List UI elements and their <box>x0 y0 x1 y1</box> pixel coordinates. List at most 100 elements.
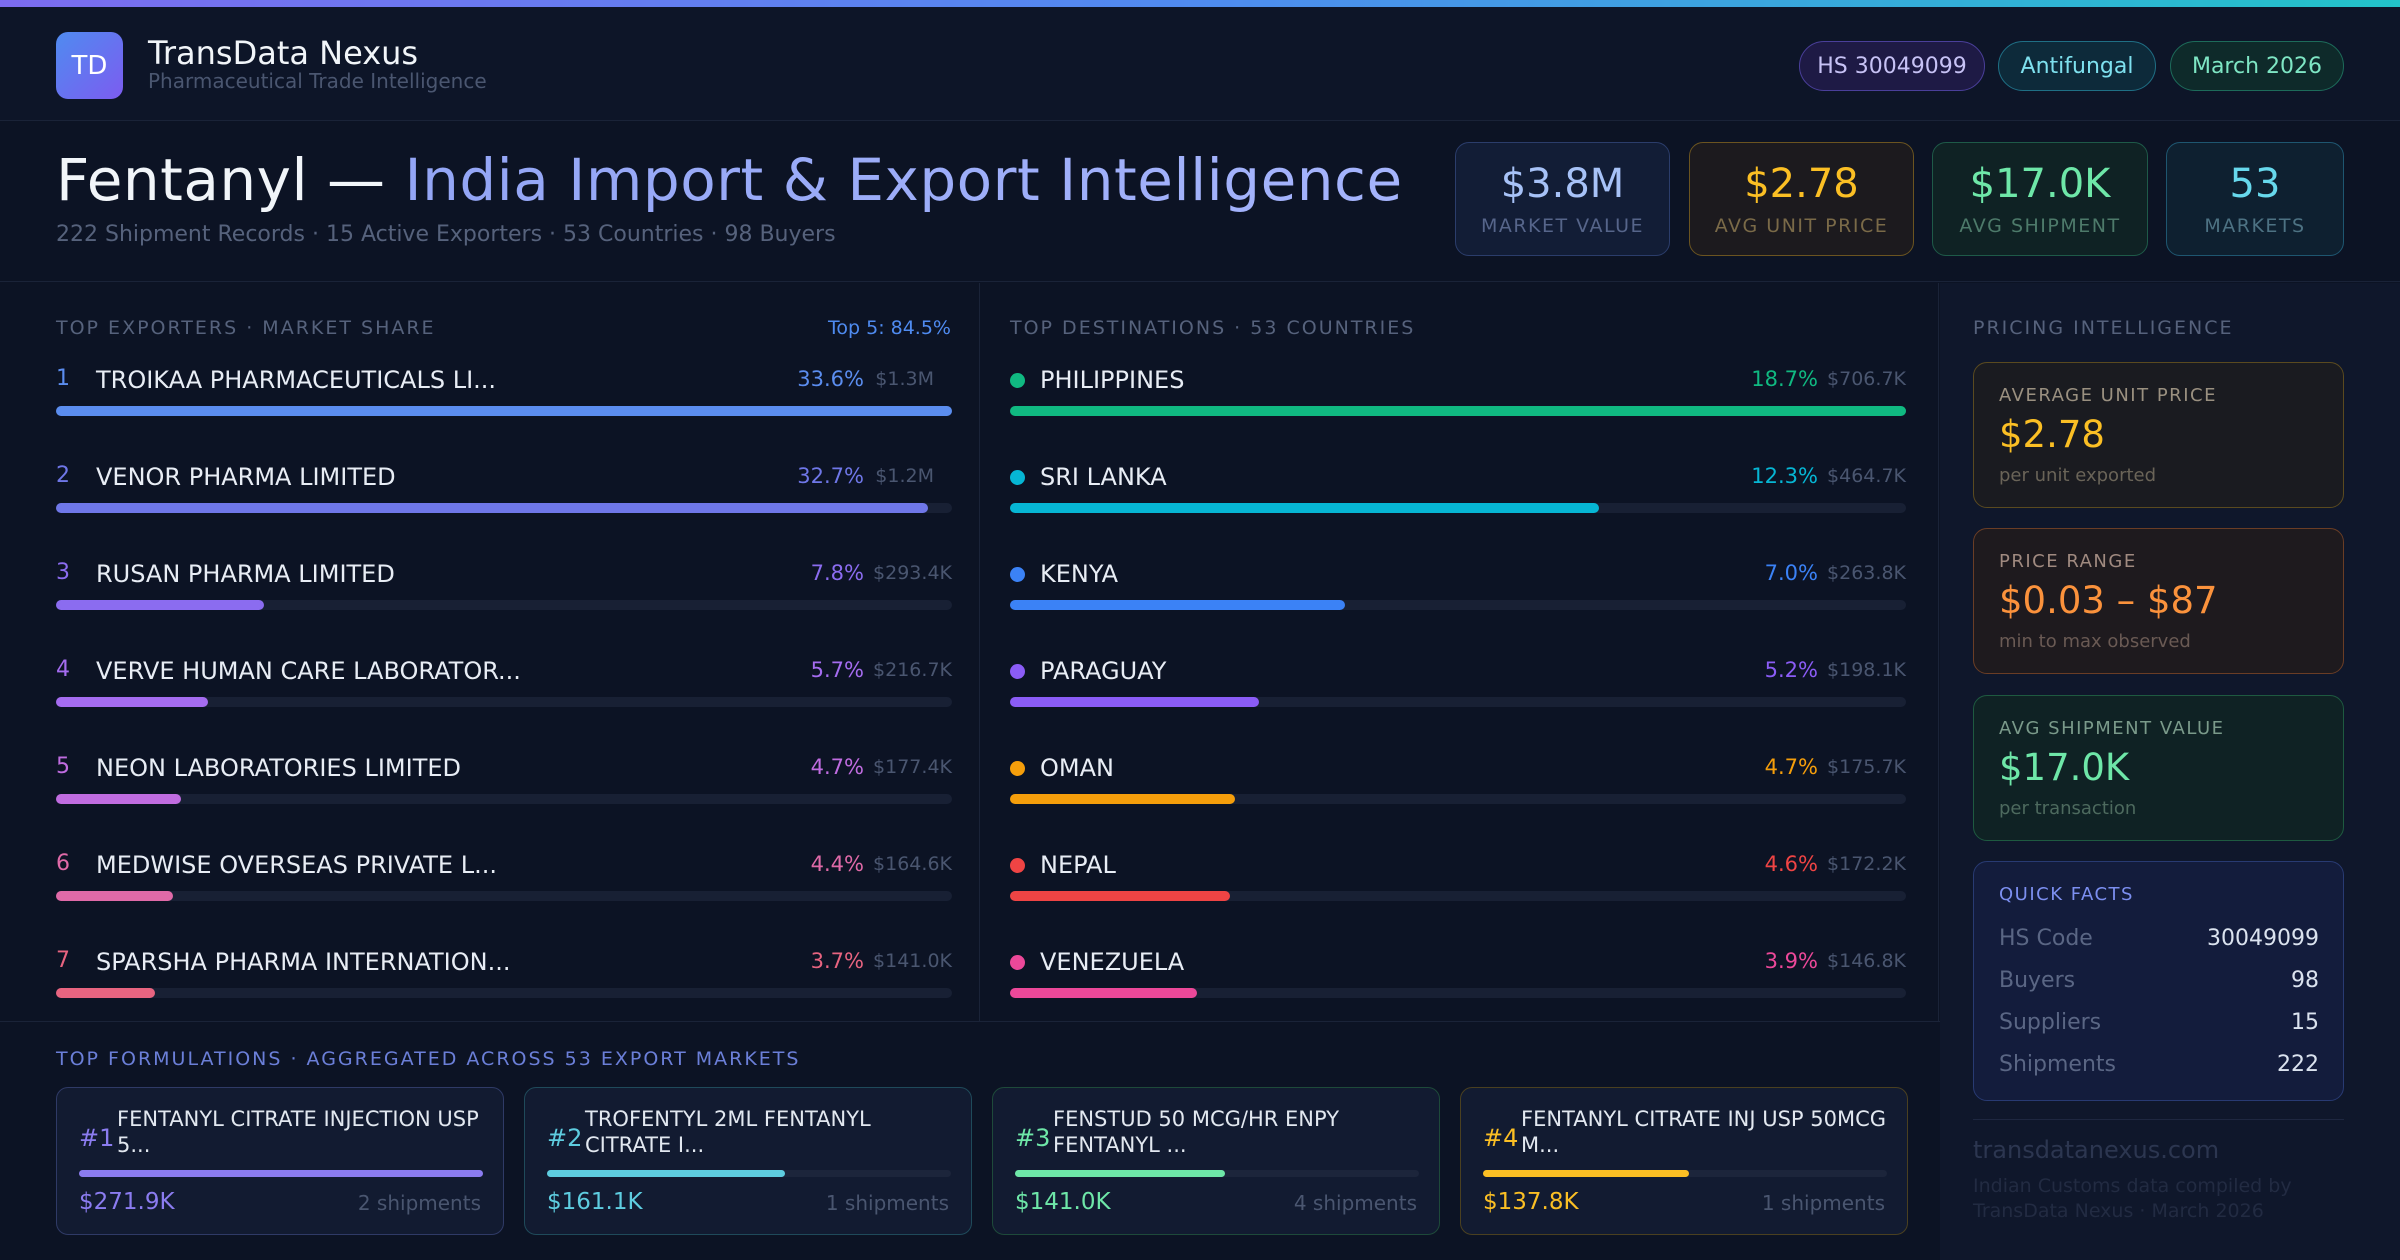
card-sub: per unit exported <box>1999 465 2157 486</box>
formulation-value-track <box>1015 1170 1419 1177</box>
destination-share-track <box>1010 600 1906 610</box>
date-tag[interactable]: March 2026 <box>2170 41 2344 91</box>
kpi-label: MARKET VALUE <box>1480 215 1645 237</box>
exporter-row[interactable]: 4 VERVE HUMAN CARE LABORATOR... 5.7% $216.7… <box>56 657 952 717</box>
exporter-share-bar <box>56 697 208 707</box>
destination-share: 4.6% <box>1764 852 1818 876</box>
card-label: PRICE RANGE <box>1999 551 2137 572</box>
price-range-card: PRICE RANGE $0.03 – $87 min to max obser… <box>1973 528 2344 674</box>
formulation-value-bar <box>1483 1170 1690 1177</box>
destination-row[interactable]: NEPAL 4.6% $172.2K <box>1010 851 1906 911</box>
brand-subtitle: Pharmaceutical Trade Intelligence <box>148 69 487 93</box>
destination-share-track <box>1010 503 1906 513</box>
pricing-heading: PRICING INTELLIGENCE <box>1973 317 2234 339</box>
exporter-row[interactable]: 2 VENOR PHARMA LIMITED 32.7% $1.2M <box>56 463 952 523</box>
kpi-label: AVG SHIPMENT <box>1959 215 2121 237</box>
category-tag[interactable]: Antifungal <box>1998 41 2156 91</box>
exporter-share-bar <box>56 406 952 416</box>
formulation-name: FENTANYL CITRATE INJECTION USP 5... <box>117 1107 479 1157</box>
fact-value: 98 <box>2291 968 2319 993</box>
formulations-section: TOP FORMULATIONS · AGGREGATED ACROSS 53 … <box>0 1021 1940 1260</box>
formulation-rank: #2 <box>547 1124 583 1152</box>
brand-logo[interactable]: TD <box>56 32 123 99</box>
destination-share-bar <box>1010 794 1236 804</box>
destination-row[interactable]: PARAGUAY 5.2% $198.1K <box>1010 657 1906 717</box>
exporter-row[interactable]: 6 MEDWISE OVERSEAS PRIVATE L... 4.4% $164.6… <box>56 851 952 911</box>
destination-name: VENEZUELA <box>1040 948 1185 976</box>
formulation-value: $271.9K <box>79 1189 175 1215</box>
kpi-value: $17.0K <box>1969 161 2111 207</box>
exporter-row[interactable]: 1 TROIKAA PHARMACEUTICALS LI... 33.6% $1.3M <box>56 366 952 426</box>
exporter-share: 7.8% <box>810 561 864 585</box>
formulation-name: TROFENTYL 2ML FENTANYL CITRATE I... <box>585 1107 871 1157</box>
exporter-share-track <box>56 600 952 610</box>
destination-share-track <box>1010 794 1906 804</box>
destination-name: SRI LANKA <box>1040 463 1167 491</box>
card-label: AVERAGE UNIT PRICE <box>1999 385 2217 406</box>
card-value: $2.78 <box>1999 413 2105 456</box>
page-title: Fentanyl — India Import & Export Intelli… <box>56 146 1403 214</box>
formulation-name: FENTANYL CITRATE INJ USP 50MCG M... <box>1521 1107 1887 1157</box>
exporter-share: 4.7% <box>810 755 864 779</box>
formulation-value: $137.8K <box>1483 1189 1579 1215</box>
destination-row[interactable]: OMAN 4.7% $175.7K <box>1010 754 1906 814</box>
exporters-top5: Top 5: 84.5% <box>828 317 951 339</box>
pricing-panel: PRICING INTELLIGENCE AVERAGE UNIT PRICE … <box>1940 283 2400 1260</box>
country-dot-icon <box>1010 664 1025 679</box>
formulation-rank: #1 <box>79 1124 115 1152</box>
quick-facts-heading: QUICK FACTS <box>1999 884 2134 905</box>
kpi-market-value: $3.8M MARKET VALUE <box>1455 142 1670 256</box>
exporter-row[interactable]: 7 SPARSHA PHARMA INTERNATION... 3.7% $141.0… <box>56 948 952 1008</box>
formulation-value-track <box>79 1170 483 1177</box>
exporter-name: RUSAN PHARMA LIMITED <box>96 560 395 588</box>
destination-name: PARAGUAY <box>1040 657 1167 685</box>
formulation-value-bar <box>547 1170 786 1177</box>
destination-share: 5.2% <box>1764 658 1818 682</box>
exporter-share-bar <box>56 794 182 804</box>
country-dot-icon <box>1010 567 1025 582</box>
destination-share: 3.9% <box>1764 949 1818 973</box>
formulation-card[interactable]: #1 FENTANYL CITRATE INJECTION USP 5... $27… <box>56 1087 504 1235</box>
country-dot-icon <box>1010 373 1025 388</box>
card-value: $17.0K <box>1999 746 2130 789</box>
fact-value: 30049099 <box>2207 926 2319 951</box>
formulation-name: FENSTUD 50 MCG/HR ENPY FENTANYL ... <box>1053 1107 1340 1157</box>
hs-code-tag[interactable]: HS 30049099 <box>1799 41 1985 91</box>
exporter-row[interactable]: 5 NEON LABORATORIES LIMITED 4.7% $177.4K <box>56 754 952 814</box>
kpi-value: $3.8M <box>1500 161 1625 207</box>
kpi-value: $2.78 <box>1744 161 1859 207</box>
exporter-rank: 3 <box>56 560 70 585</box>
destination-share-bar <box>1010 988 1197 998</box>
exporter-name: VENOR PHARMA LIMITED <box>96 463 396 491</box>
formulation-card[interactable]: #2 TROFENTYL 2ML FENTANYL CITRATE I... $16… <box>524 1087 972 1235</box>
exporter-row[interactable]: 3 RUSAN PHARMA LIMITED 7.8% $293.4K <box>56 560 952 620</box>
destination-row[interactable]: VENEZUELA 3.9% $146.8K <box>1010 948 1906 1008</box>
exporter-share-bar <box>56 891 174 901</box>
formulation-card[interactable]: #4 FENTANYL CITRATE INJ USP 50MCG M... $13… <box>1460 1087 1908 1235</box>
kpi-value: 53 <box>2229 161 2281 207</box>
fact-key: Suppliers <box>1999 1010 2102 1035</box>
page-subtitle: 222 Shipment Records · 15 Active Exporte… <box>56 222 836 247</box>
exporter-value: $141.0K <box>873 950 952 972</box>
exporter-share: 33.6% <box>797 367 864 391</box>
exporter-value: $164.6K <box>873 853 952 875</box>
exporters-panel: TOP EXPORTERS · MARKET SHARE Top 5: 84.5… <box>0 283 980 1021</box>
destination-row[interactable]: SRI LANKA 12.3% $464.7K <box>1010 463 1906 523</box>
exporter-value: $177.4K <box>873 756 952 778</box>
formulation-card[interactable]: #3 FENSTUD 50 MCG/HR ENPY FENTANYL ... $14… <box>992 1087 1440 1235</box>
destination-share-bar <box>1010 503 1600 513</box>
destination-share-track <box>1010 891 1906 901</box>
destination-value: $175.7K <box>1827 756 1906 778</box>
kpi-markets: 53 MARKETS <box>2166 142 2344 256</box>
destination-row[interactable]: KENYA 7.0% $263.8K <box>1010 560 1906 620</box>
footer-divider <box>1973 1119 2344 1120</box>
exporter-share-track <box>56 988 952 998</box>
country-dot-icon <box>1010 761 1025 776</box>
exporter-share-track <box>56 794 952 804</box>
exporter-share: 4.4% <box>810 852 864 876</box>
formulation-value-track <box>547 1170 951 1177</box>
footer-site-link[interactable]: transdatanexus.com <box>1973 1136 2220 1164</box>
avg-shipment-value-card: AVG SHIPMENT VALUE $17.0K per transactio… <box>1973 695 2344 841</box>
exporter-value: $1.3M <box>875 368 934 390</box>
destination-row[interactable]: PHILIPPINES 18.7% $706.7K <box>1010 366 1906 426</box>
